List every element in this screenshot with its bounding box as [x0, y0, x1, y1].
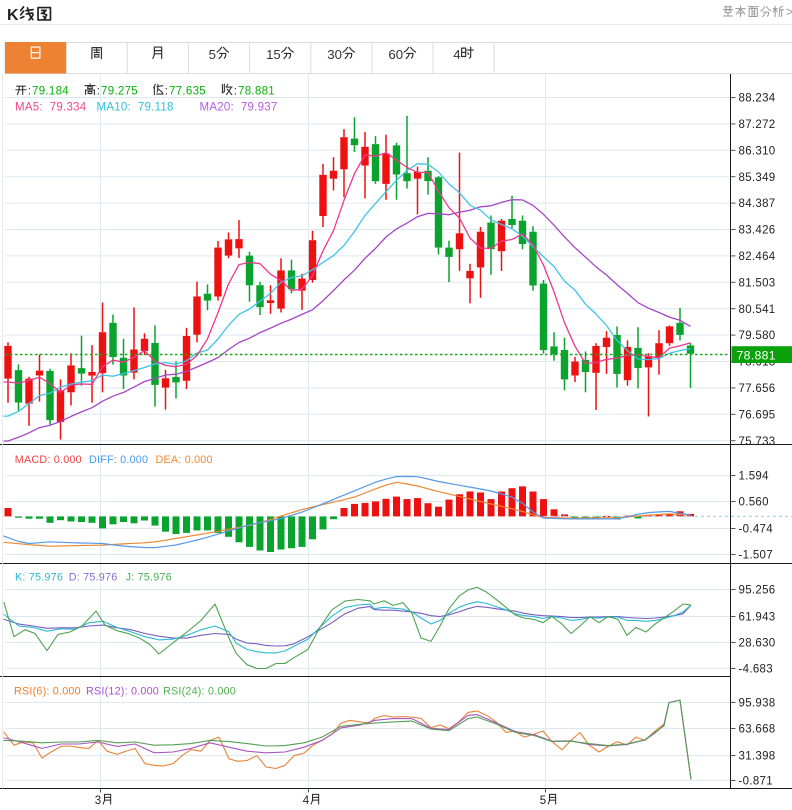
svg-text:77.635: 77.635 — [169, 86, 206, 98]
svg-text:MA5: 79.334: MA5: 79.334 — [15, 101, 87, 113]
svg-text:MA20: 79.937: MA20: 79.937 — [200, 101, 278, 113]
svg-text:79.580: 79.580 — [739, 330, 776, 342]
svg-text:95.256: 95.256 — [739, 585, 776, 597]
svg-text:76.695: 76.695 — [739, 409, 776, 421]
svg-text:MACD: 0.000: MACD: 0.000 — [15, 454, 82, 466]
svg-text:DIFF: 0.000: DIFF: 0.000 — [89, 454, 148, 466]
svg-text:15: 15 — [266, 47, 281, 62]
svg-text:RSI(24): 0.000: RSI(24): 0.000 — [163, 685, 236, 697]
svg-text:K: K — [7, 7, 19, 24]
svg-text:5: 5 — [209, 47, 216, 62]
svg-text:80.541: 80.541 — [739, 304, 776, 316]
svg-text:4: 4 — [453, 47, 460, 62]
svg-text::: : — [28, 86, 31, 98]
svg-text:DEA: 0.000: DEA: 0.000 — [156, 454, 213, 466]
svg-text:5: 5 — [540, 795, 546, 807]
svg-text:77.656: 77.656 — [739, 383, 776, 395]
svg-text:83.426: 83.426 — [739, 225, 776, 237]
svg-text:78.881: 78.881 — [737, 348, 776, 362]
svg-text:4: 4 — [303, 795, 310, 807]
svg-text:1.594: 1.594 — [739, 471, 770, 483]
svg-text:3: 3 — [95, 795, 101, 807]
svg-text:84.387: 84.387 — [739, 198, 776, 210]
svg-text:-1.507: -1.507 — [739, 550, 773, 562]
svg-text:63.668: 63.668 — [739, 724, 776, 736]
svg-text:86.310: 86.310 — [739, 145, 776, 157]
svg-text:79.275: 79.275 — [101, 86, 138, 98]
svg-text:MA10: 79.118: MA10: 79.118 — [97, 101, 174, 113]
svg-text:0.560: 0.560 — [739, 497, 769, 509]
svg-text:J: 75.976: J: 75.976 — [126, 571, 172, 583]
svg-text:87.272: 87.272 — [739, 119, 776, 131]
svg-text:78.881: 78.881 — [238, 86, 275, 98]
svg-text:-4.683: -4.683 — [739, 664, 773, 676]
svg-text::: : — [234, 86, 237, 98]
svg-text:31.398: 31.398 — [739, 751, 776, 763]
svg-text:75.733: 75.733 — [739, 436, 776, 448]
svg-text:88.234: 88.234 — [739, 93, 776, 105]
svg-text:>: > — [786, 5, 792, 19]
svg-text:RSI(12): 0.000: RSI(12): 0.000 — [86, 685, 159, 697]
svg-text:-0.871: -0.871 — [739, 776, 773, 788]
svg-text:61.943: 61.943 — [739, 612, 776, 624]
svg-text:D: 75.976: D: 75.976 — [69, 571, 118, 583]
svg-text:85.349: 85.349 — [739, 172, 776, 184]
svg-text:95.938: 95.938 — [739, 698, 776, 710]
svg-text::: : — [165, 86, 168, 98]
svg-text:79.184: 79.184 — [32, 86, 69, 98]
svg-text:82.464: 82.464 — [739, 251, 776, 263]
svg-text::: : — [97, 86, 100, 98]
svg-text:K: 75.976: K: 75.976 — [15, 571, 63, 583]
svg-text:81.503: 81.503 — [739, 277, 776, 289]
svg-text:30: 30 — [327, 47, 342, 62]
svg-text:RSI(6): 0.000: RSI(6): 0.000 — [14, 685, 81, 697]
svg-text:60: 60 — [388, 47, 403, 62]
svg-text:28.630: 28.630 — [739, 638, 776, 650]
svg-text:-0.474: -0.474 — [739, 524, 774, 536]
